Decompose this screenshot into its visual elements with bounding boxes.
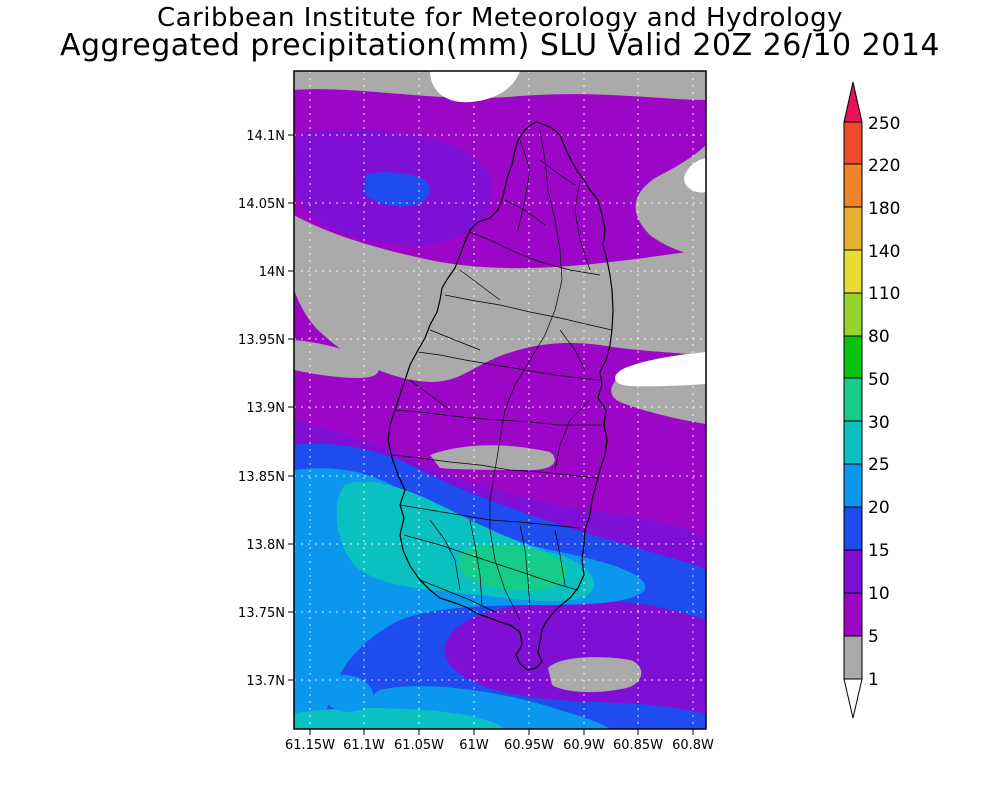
lon-tick-label: 61.15W — [285, 738, 335, 753]
colorbar-label: 110 — [868, 284, 900, 304]
colorbar-labels: 1 5 10 15 20 25 30 50 80 110 140 180 220… — [868, 114, 900, 690]
field-25-30-bottom-edge — [294, 708, 505, 729]
field-lt1-east-upper — [684, 158, 706, 193]
lon-tick-label: 61.05W — [394, 738, 444, 753]
map-title-product: Aggregated precipitation(mm) SLU Valid 2… — [59, 28, 941, 63]
lon-tick-label: 61.1W — [343, 738, 385, 753]
lat-tick-label: 13.8N — [246, 538, 285, 553]
lat-tick-label: 13.9N — [246, 401, 285, 416]
lat-tick-label: 14.1N — [246, 129, 285, 144]
field-lt1-east-mid — [614, 352, 706, 387]
longitude-axis: 61.15W 61.1W 61.05W 61W 60.95W 60.9W 60.… — [285, 729, 714, 753]
island-interior-lines — [391, 129, 613, 621]
latitude-axis: 14.1N 14.05N 14N 13.95N 13.9N 13.85N 13.… — [238, 129, 294, 689]
field-1-5-west-lobe — [294, 340, 379, 378]
colorbar-under-arrow — [843, 678, 863, 719]
colorbar-label: 250 — [868, 114, 900, 134]
map-title-institute: Caribbean Institute for Meteorology and … — [157, 3, 843, 33]
field-lt1-north — [430, 71, 520, 103]
colorbar-over-arrow — [843, 81, 863, 123]
colorbar — [843, 81, 863, 719]
field-1-5-central-band — [294, 215, 706, 382]
colorbar-label: 20 — [868, 498, 890, 518]
colorbar-label: 10 — [868, 584, 890, 604]
lat-tick-label: 14N — [259, 265, 285, 280]
colorbar-label: 140 — [868, 242, 900, 262]
field-15-20-northwest-spot — [364, 172, 430, 207]
colorbar-label: 5 — [868, 627, 879, 647]
colorbar-label: 1 — [868, 670, 879, 690]
lon-tick-label: 60.85W — [613, 738, 663, 753]
colorbar-label: 220 — [868, 156, 900, 176]
field-20-25-bottom-spot — [319, 674, 374, 712]
lat-tick-label: 13.85N — [238, 470, 285, 485]
lat-tick-label: 13.95N — [238, 333, 285, 348]
field-1-5-south-patch — [548, 657, 642, 693]
field-30-50-core — [458, 544, 568, 591]
precipitation-field — [294, 71, 706, 729]
map-frame — [293, 70, 707, 730]
colorbar-label: 180 — [868, 199, 900, 219]
colorbar-label: 15 — [868, 541, 890, 561]
graticule — [294, 71, 706, 729]
colorbar-label: 25 — [868, 455, 890, 475]
colorbar-label: 80 — [868, 327, 890, 347]
lat-tick-label: 14.05N — [238, 197, 285, 212]
colorbar-label: 50 — [868, 370, 890, 390]
lon-tick-label: 61W — [459, 738, 489, 753]
lon-tick-label: 60.8W — [672, 738, 714, 753]
lat-tick-label: 13.7N — [246, 674, 285, 689]
field-1-5-central-gap — [430, 445, 555, 470]
lon-tick-label: 60.95W — [504, 738, 554, 753]
island-outline-saint-lucia — [387, 121, 614, 671]
lon-tick-label: 60.9W — [563, 738, 605, 753]
lat-tick-label: 13.75N — [238, 606, 285, 621]
colorbar-label: 30 — [868, 413, 890, 433]
